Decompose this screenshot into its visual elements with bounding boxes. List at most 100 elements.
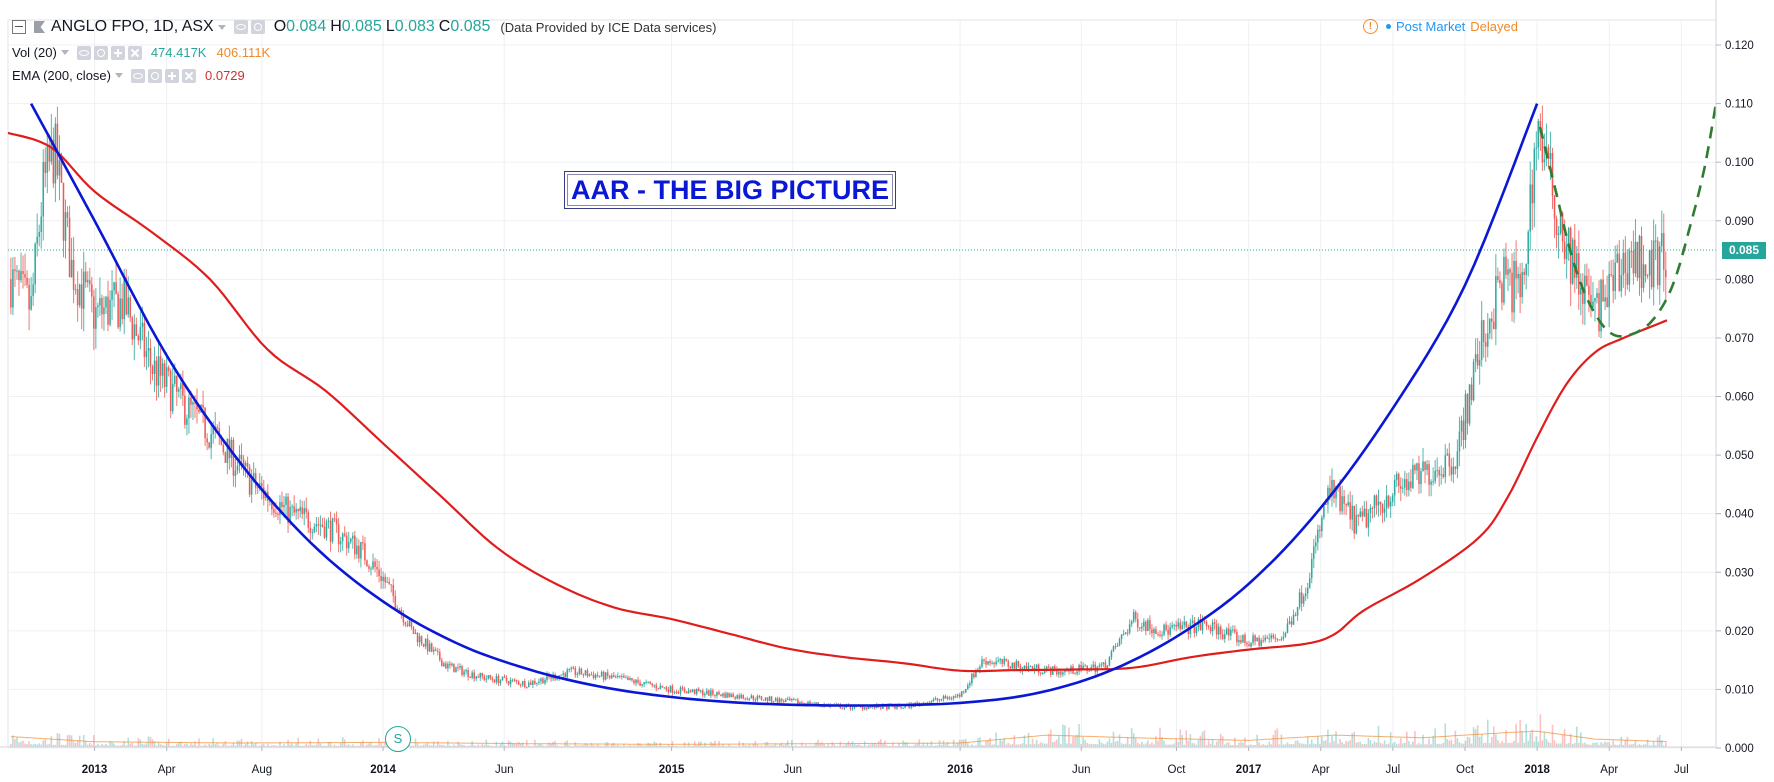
volume-bar xyxy=(173,745,176,747)
chart-annotation-title[interactable]: AAR - THE BIG PICTURE xyxy=(564,171,897,209)
volume-bar xyxy=(1521,731,1523,747)
volume-bar xyxy=(1248,744,1250,747)
candle-body xyxy=(1041,672,1044,674)
volume-bar xyxy=(853,744,856,747)
candle-body xyxy=(368,566,370,569)
volume-bar xyxy=(309,740,312,747)
volume-bar xyxy=(289,744,291,747)
volume-bar xyxy=(1064,725,1066,747)
candle-body xyxy=(570,667,573,669)
candle-body xyxy=(354,535,356,555)
collapse-icon[interactable] xyxy=(12,20,26,34)
volume-bar xyxy=(896,745,898,747)
time-axis[interactable]: 2013 Apr Aug 2014 Jun 2015 Jun 2016 Jun Oct 2017 Ap… xyxy=(0,746,1716,776)
gear-icon[interactable] xyxy=(250,20,265,34)
volume-bar xyxy=(250,740,253,747)
candle-body xyxy=(523,681,526,688)
volume-bar xyxy=(163,745,166,747)
candle-body xyxy=(1537,121,1540,148)
volume-bar xyxy=(550,743,552,747)
close-icon[interactable] xyxy=(127,45,142,60)
volume-bar xyxy=(1110,742,1113,747)
candle-body xyxy=(532,680,534,685)
volume-bar xyxy=(408,745,411,747)
candle-body xyxy=(1219,626,1222,635)
price-axis[interactable]: 0.0000.0100.0200.0300.0400.0500.0600.070… xyxy=(1715,0,1754,755)
split-marker[interactable]: S xyxy=(385,726,411,752)
volume-bar xyxy=(784,743,787,747)
volume-bar xyxy=(349,745,352,747)
volume-bar xyxy=(382,745,384,747)
candle-body xyxy=(117,293,119,328)
volume-bar xyxy=(218,745,221,747)
candle-body xyxy=(981,659,983,667)
plus-icon[interactable] xyxy=(110,45,125,60)
candle-body xyxy=(1529,184,1532,232)
candle-body xyxy=(1436,470,1438,472)
candle-body xyxy=(416,632,419,643)
plus-icon[interactable] xyxy=(165,68,179,83)
volume-bar xyxy=(667,744,670,747)
gear-icon[interactable] xyxy=(93,45,108,60)
candle-body xyxy=(1365,508,1368,528)
volume-bar xyxy=(1181,734,1184,747)
candle-body xyxy=(732,694,734,698)
candle-body xyxy=(289,506,291,523)
candle-body xyxy=(113,282,115,291)
volume-bar xyxy=(30,744,32,747)
volume-bar xyxy=(86,744,89,747)
chevron-down-icon[interactable] xyxy=(217,24,226,30)
candle-body xyxy=(1359,511,1362,517)
candle-body xyxy=(1118,638,1121,646)
volume-bar xyxy=(1584,742,1586,747)
volume-bar xyxy=(461,744,463,747)
volume-bar xyxy=(1654,745,1657,747)
candle-body xyxy=(556,678,558,680)
volume-bar xyxy=(647,742,649,747)
volume-bar xyxy=(1280,734,1283,747)
candle-body xyxy=(766,697,769,701)
candle-body xyxy=(72,259,75,290)
candle-body xyxy=(86,280,89,283)
volume-bar xyxy=(74,742,77,747)
volume-bar xyxy=(125,745,128,747)
flag-icon[interactable] xyxy=(34,21,45,33)
candle-body xyxy=(1169,627,1171,635)
volume-bar xyxy=(1276,728,1279,747)
volume-bar xyxy=(1632,743,1635,747)
volume-bar xyxy=(424,743,427,747)
eye-icon[interactable] xyxy=(233,20,248,34)
close-icon[interactable] xyxy=(182,68,196,83)
volume-bar xyxy=(1519,720,1521,747)
volume-bar xyxy=(1491,736,1493,747)
volume-bar xyxy=(1321,736,1323,747)
eye-icon[interactable] xyxy=(76,45,91,60)
eye-icon[interactable] xyxy=(131,68,145,83)
candle-body xyxy=(691,689,694,692)
candle-body xyxy=(776,698,779,703)
volume-bar xyxy=(1650,745,1653,747)
candle-body xyxy=(1256,637,1258,642)
volume-bar xyxy=(453,744,455,747)
candle-body xyxy=(469,676,471,678)
volume-bar xyxy=(321,745,324,747)
volume-bar xyxy=(639,743,641,747)
volume-bar xyxy=(1187,740,1190,747)
volume-bar xyxy=(343,739,346,747)
volume-bar xyxy=(1043,743,1046,747)
warning-icon[interactable]: ! xyxy=(1362,19,1378,34)
candle-body xyxy=(1268,638,1271,640)
chevron-down-icon[interactable] xyxy=(115,73,123,78)
candle-body xyxy=(641,684,643,686)
volume-bar xyxy=(1598,744,1600,747)
gear-icon[interactable] xyxy=(148,68,162,83)
chevron-down-icon[interactable] xyxy=(60,50,69,55)
candle-body xyxy=(849,705,852,709)
candle-body xyxy=(598,675,601,677)
candle-body xyxy=(1602,279,1604,302)
candle-body xyxy=(1252,635,1254,643)
volume-bar xyxy=(1367,738,1370,747)
candle-body xyxy=(1298,592,1301,608)
market-status[interactable]: ! Post Market Delayed xyxy=(1362,19,1518,34)
